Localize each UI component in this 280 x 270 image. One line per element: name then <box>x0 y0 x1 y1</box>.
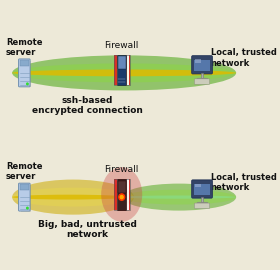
Ellipse shape <box>122 195 236 199</box>
Bar <box>114 55 117 85</box>
Bar <box>195 59 201 63</box>
Bar <box>126 179 130 210</box>
Ellipse shape <box>195 201 209 205</box>
Ellipse shape <box>101 167 142 222</box>
Bar <box>20 184 29 190</box>
Text: ssh-based
encrypted connection: ssh-based encrypted connection <box>32 96 143 115</box>
Bar <box>128 55 129 85</box>
FancyBboxPatch shape <box>18 183 30 211</box>
Bar <box>20 61 31 87</box>
Text: Remote
server: Remote server <box>6 162 43 181</box>
Ellipse shape <box>195 77 209 80</box>
Ellipse shape <box>12 55 236 90</box>
Ellipse shape <box>122 190 236 205</box>
Ellipse shape <box>12 195 127 200</box>
Bar <box>118 181 125 193</box>
Circle shape <box>27 207 28 209</box>
Bar <box>194 184 210 195</box>
Ellipse shape <box>12 180 134 215</box>
FancyBboxPatch shape <box>194 203 210 208</box>
Bar <box>129 55 130 85</box>
FancyBboxPatch shape <box>18 59 30 87</box>
Bar <box>197 77 207 79</box>
Ellipse shape <box>122 184 236 211</box>
Bar <box>201 197 203 202</box>
Ellipse shape <box>12 63 236 82</box>
Bar <box>114 55 115 85</box>
Bar <box>117 179 126 210</box>
FancyBboxPatch shape <box>192 180 213 198</box>
Bar <box>201 73 203 77</box>
Ellipse shape <box>12 69 236 76</box>
Text: Big, bad, untrusted
network: Big, bad, untrusted network <box>38 220 137 239</box>
Bar <box>115 179 116 210</box>
Text: Firewall: Firewall <box>104 165 139 174</box>
Ellipse shape <box>12 188 134 207</box>
Bar <box>126 55 130 85</box>
Bar <box>126 179 127 210</box>
Bar <box>115 55 116 85</box>
Bar <box>114 179 115 210</box>
Bar <box>127 179 128 210</box>
Bar <box>118 56 125 69</box>
Bar <box>129 179 130 210</box>
Text: Remote
server: Remote server <box>6 38 43 57</box>
Bar <box>114 179 117 210</box>
Text: Local, trusted
network: Local, trusted network <box>211 48 276 68</box>
Text: Firewall: Firewall <box>104 41 139 50</box>
Bar <box>128 179 129 210</box>
Circle shape <box>119 194 125 200</box>
Circle shape <box>120 195 123 199</box>
Bar <box>20 60 29 66</box>
Text: Local, trusted
network: Local, trusted network <box>211 173 276 192</box>
Bar <box>197 202 207 203</box>
Bar <box>127 55 128 85</box>
Bar <box>194 60 210 71</box>
Bar <box>195 184 201 187</box>
Bar <box>116 55 117 85</box>
Circle shape <box>27 83 28 85</box>
FancyBboxPatch shape <box>192 56 213 74</box>
Bar <box>116 179 117 210</box>
Bar <box>20 185 31 212</box>
FancyBboxPatch shape <box>194 79 210 84</box>
Bar <box>117 55 126 85</box>
Bar <box>126 55 127 85</box>
